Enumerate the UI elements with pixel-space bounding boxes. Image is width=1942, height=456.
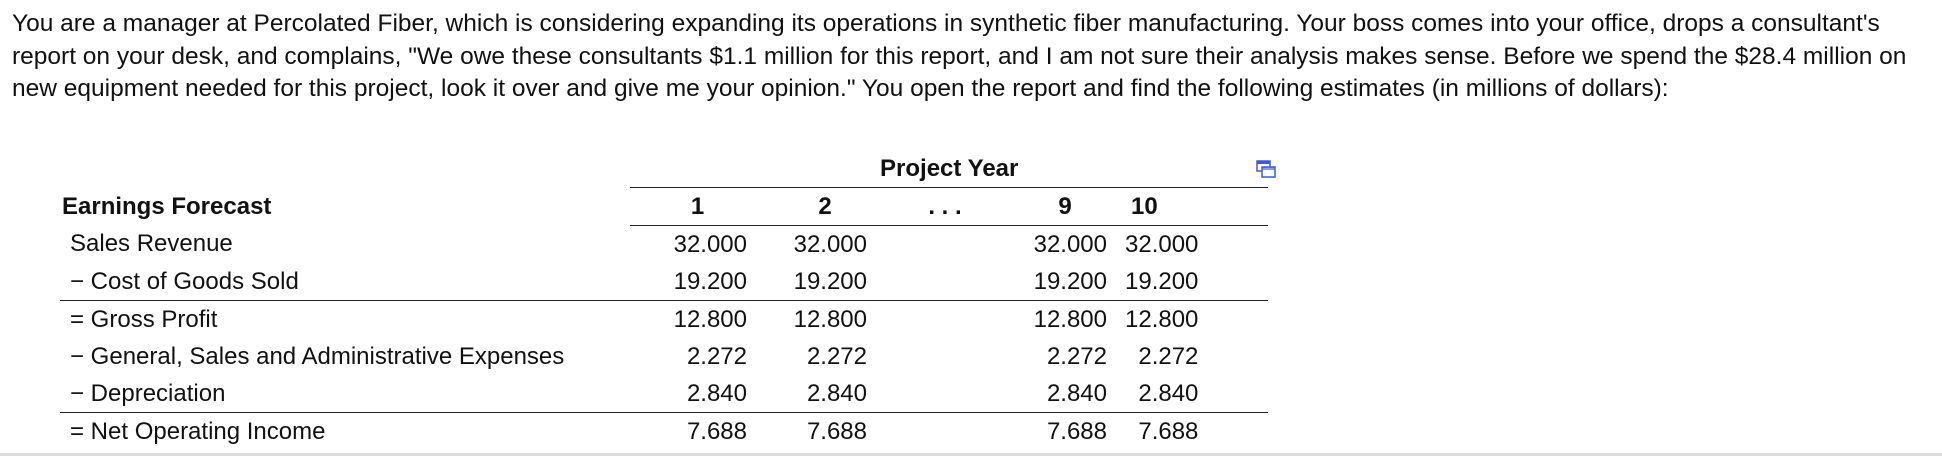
cell-value: 2.272 bbox=[1046, 342, 1107, 370]
problem-text: You are a manager at Percolated Fiber, w… bbox=[12, 10, 1907, 102]
cell-value: 12.800 bbox=[793, 305, 867, 333]
cell-value: 2.840 bbox=[765, 375, 885, 413]
cell-value: 12.800 bbox=[1125, 305, 1199, 333]
cell-value: 32.000 bbox=[673, 230, 747, 258]
row-label: − Depreciation bbox=[60, 375, 630, 413]
cell-value: 32.000 bbox=[1125, 230, 1199, 258]
cell-value: 2.272 bbox=[806, 342, 867, 370]
cell-value bbox=[885, 226, 1005, 264]
row-label: − General, Sales and Administrative Expe… bbox=[70, 342, 565, 370]
cell-value bbox=[885, 301, 1005, 339]
cell-value: 32.000 bbox=[793, 230, 867, 258]
table-row: − Depreciation 2.840 2.840 2.840 2.840 bbox=[60, 375, 1269, 413]
cell-value: 12.800 bbox=[673, 305, 747, 333]
cell-value: 19.200 bbox=[1005, 263, 1125, 301]
cell-value: 2.840 bbox=[630, 375, 765, 413]
cell-value: 19.200 bbox=[765, 263, 885, 301]
cell-value: 2.272 bbox=[686, 342, 747, 370]
table-row: Sales Revenue 32.000 32.000 32.000 32.00… bbox=[60, 226, 1268, 264]
cell-value: 2.840 bbox=[1125, 375, 1269, 413]
table-row: − General, Sales and Administrative Expe… bbox=[60, 338, 1268, 375]
table-row: − Cost of Goods Sold 19.200 19.200 19.20… bbox=[60, 263, 1269, 301]
cell-value: 7.688 bbox=[806, 417, 867, 445]
table-row: = Net Operating Income 7.688 7.688 7.688… bbox=[60, 413, 1268, 451]
cell-value: 12.800 bbox=[1033, 305, 1107, 333]
col-header-10: 10 bbox=[1125, 187, 1269, 226]
col-header-1: 1 bbox=[630, 187, 765, 226]
group-header-row: Project Year bbox=[60, 150, 1268, 188]
cell-value: 7.688 bbox=[1046, 417, 1107, 445]
cell-value bbox=[885, 413, 1005, 451]
cell-value: 19.200 bbox=[630, 263, 765, 301]
cell-value: 7.688 bbox=[686, 417, 747, 445]
copy-icon bbox=[1256, 160, 1276, 178]
cell-value bbox=[885, 375, 1005, 413]
row-label: − Cost of Goods Sold bbox=[60, 263, 630, 301]
earnings-forecast-header: Earnings Forecast bbox=[62, 192, 272, 220]
earnings-forecast-table: Project Year Earnings Forecast 1 2 . . .… bbox=[60, 150, 1269, 451]
col-header-ellipsis: . . . bbox=[885, 187, 1005, 226]
table-row: = Gross Profit 12.800 12.800 12.800 12.8… bbox=[60, 301, 1268, 339]
cell-value: 2.272 bbox=[1138, 342, 1199, 370]
col-header-9: 9 bbox=[1005, 187, 1125, 226]
row-label: Sales Revenue bbox=[70, 230, 233, 258]
project-year-header: Project Year bbox=[880, 154, 1019, 182]
bottom-divider bbox=[0, 453, 1942, 456]
col-header-2: 2 bbox=[765, 187, 885, 226]
forecast-table: Project Year Earnings Forecast 1 2 . . .… bbox=[60, 150, 1269, 451]
row-label: = Gross Profit bbox=[70, 305, 218, 333]
cell-value: 32.000 bbox=[1033, 230, 1107, 258]
row-label: = Net Operating Income bbox=[70, 417, 326, 445]
copy-table-icon[interactable] bbox=[1256, 160, 1276, 178]
cell-value bbox=[885, 263, 1005, 301]
cell-value: 19.200 bbox=[1125, 263, 1269, 301]
cell-value: 2.840 bbox=[1005, 375, 1125, 413]
column-header-row: Earnings Forecast 1 2 . . . 9 10 bbox=[60, 187, 1269, 226]
cell-value bbox=[885, 338, 1005, 375]
cell-value: 7.688 bbox=[1138, 417, 1199, 445]
